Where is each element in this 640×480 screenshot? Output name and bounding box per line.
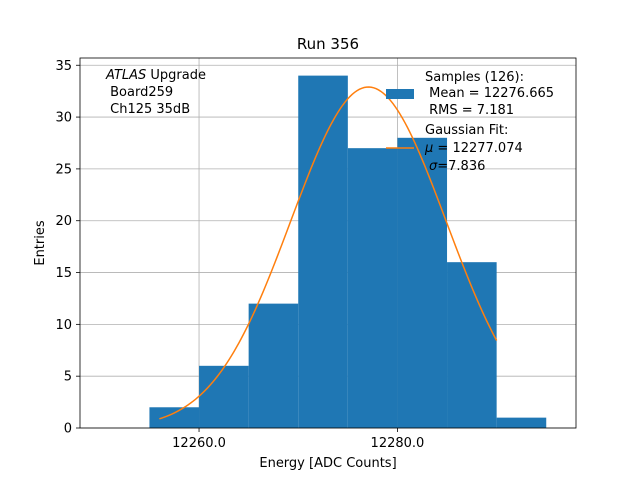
annotation-line-3: Ch125 35dB bbox=[106, 102, 190, 117]
legend-fit-mu: μ = 12277.074 bbox=[424, 141, 523, 156]
sigma-symbol: σ bbox=[429, 159, 438, 174]
gaussian-fit-curve bbox=[159, 86, 498, 420]
y-tick-label-7: 35 bbox=[55, 59, 72, 74]
chart-title: Run 356 bbox=[297, 35, 359, 53]
y-tick-label-3: 15 bbox=[55, 266, 72, 281]
x-axis-label: Energy [ADC Counts] bbox=[259, 456, 396, 471]
histogram-bar-0 bbox=[149, 407, 200, 428]
sigma-value: =7.836 bbox=[437, 159, 485, 174]
mu-symbol: μ bbox=[424, 141, 433, 156]
legend-samples-mean: Mean = 12276.665 bbox=[425, 86, 554, 101]
gaussian-fit-layer bbox=[159, 86, 498, 420]
plot-frame bbox=[79, 57, 577, 429]
annotation-line-1: ATLAS Upgrade bbox=[105, 68, 206, 83]
histogram-bar-2 bbox=[248, 303, 299, 428]
mu-value: = 12277.074 bbox=[433, 141, 522, 156]
x-tick-label-0: 12260.0 bbox=[172, 436, 226, 451]
annotation-box: ATLAS Upgrade Board259 Ch125 35dB bbox=[105, 68, 206, 117]
atlas-label: ATLAS bbox=[105, 68, 146, 83]
legend-samples-swatch bbox=[386, 89, 414, 99]
legend-samples-rms: RMS = 7.181 bbox=[425, 103, 514, 118]
y-tick-label-6: 30 bbox=[55, 111, 72, 126]
y-axis-ticks: 0 5 10 15 20 25 30 35 bbox=[55, 59, 80, 437]
histogram-bar-3 bbox=[298, 75, 348, 428]
annotation-line-2: Board259 bbox=[106, 85, 173, 100]
y-tick-label-1: 5 bbox=[64, 370, 72, 385]
histogram-bar-1 bbox=[199, 365, 249, 428]
legend-fit-sigma: σ=7.836 bbox=[429, 159, 485, 174]
y-tick-label-4: 20 bbox=[55, 214, 72, 229]
y-tick-label-2: 10 bbox=[55, 318, 72, 333]
histogram-bar-4 bbox=[347, 148, 398, 428]
upgrade-label: Upgrade bbox=[146, 68, 206, 83]
y-tick-label-5: 25 bbox=[55, 162, 72, 177]
x-axis-ticks: 12260.0 12280.0 bbox=[172, 428, 424, 451]
y-tick-label-0: 0 bbox=[64, 422, 72, 437]
legend: Samples (126): Mean = 12276.665 RMS = 7.… bbox=[386, 70, 554, 174]
legend-fit-title: Gaussian Fit: bbox=[425, 123, 508, 138]
histogram-bar-5 bbox=[397, 137, 448, 428]
x-tick-label-1: 12280.0 bbox=[371, 436, 425, 451]
histogram-bars bbox=[149, 75, 547, 428]
histogram-bar-7 bbox=[496, 417, 547, 428]
y-axis-label: Entries bbox=[33, 220, 48, 266]
histogram-bar-6 bbox=[447, 262, 497, 428]
legend-samples-title: Samples (126): bbox=[425, 70, 524, 85]
